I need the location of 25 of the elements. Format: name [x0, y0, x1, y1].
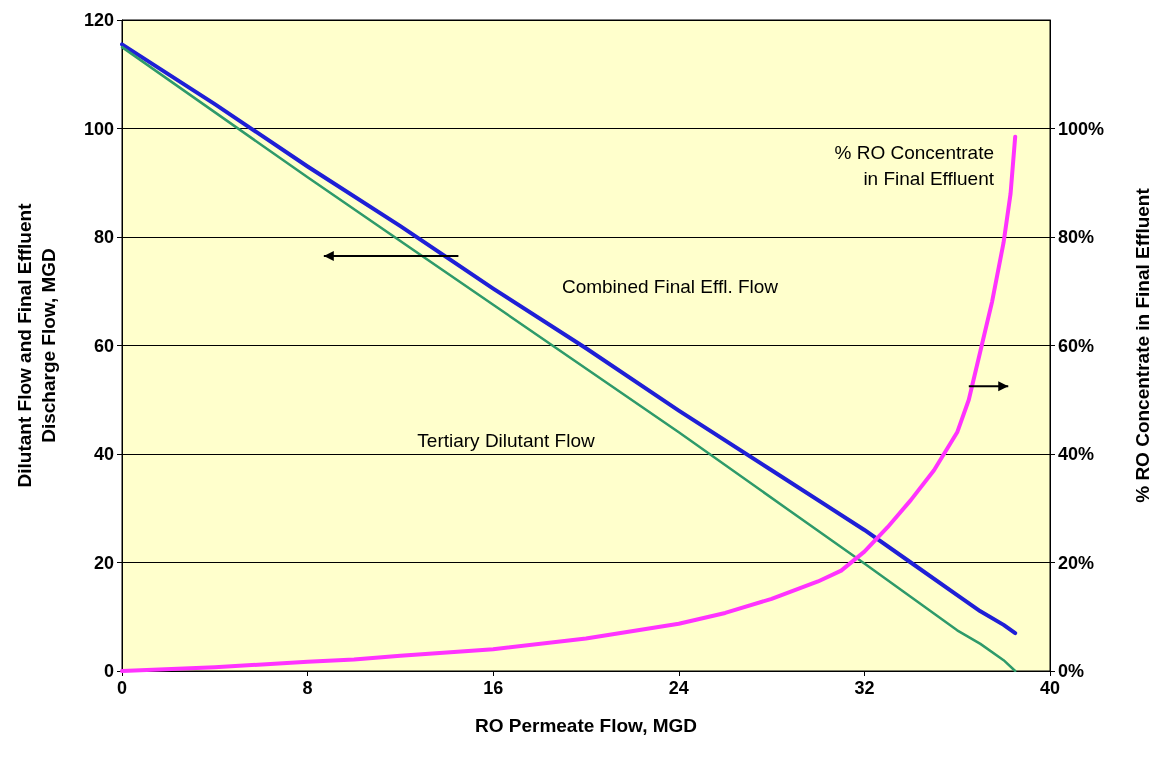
y-tick-label: 20 [93, 552, 114, 573]
y2-tick-label: 60% [1058, 335, 1095, 356]
y2-tick-label: 40% [1058, 444, 1095, 464]
annotation: Combined Final Effl. Flow [561, 275, 779, 297]
y-tick-label: 60 [93, 335, 114, 356]
y-axis-title: Dilutant Flow and Final Effluent Discharge Flow, MGD [13, 202, 59, 488]
annotation: Tertiary Dilutant Flow [417, 429, 595, 451]
y-tick-label: 80 [93, 227, 114, 247]
y2-tick-label: 20% [1058, 552, 1095, 573]
y-tick-label: 100 [83, 118, 114, 139]
x-tick-label: 24 [668, 678, 689, 698]
y2-tick-label: 100% [1058, 118, 1105, 139]
y-tick-label: 40 [93, 444, 114, 464]
y2-tick-label: 80% [1058, 227, 1095, 247]
x-tick-label: 32 [854, 678, 875, 698]
x-tick-label: 40 [1039, 678, 1061, 698]
x-axis-title: RO Permeate Flow, MGD [474, 714, 698, 736]
y2-tick-label: 0% [1058, 661, 1085, 681]
y-tick-label: 0 [103, 661, 114, 681]
x-tick-label: 16 [483, 678, 504, 698]
y-tick-label: 120 [83, 10, 114, 30]
annotation: % RO Concentrate in Final Effluent [834, 141, 995, 189]
x-tick-label: 0 [116, 678, 128, 698]
y2-axis-title: % RO Concentrate in Final Effluent [1131, 187, 1153, 503]
x-tick-label: 8 [302, 678, 313, 698]
